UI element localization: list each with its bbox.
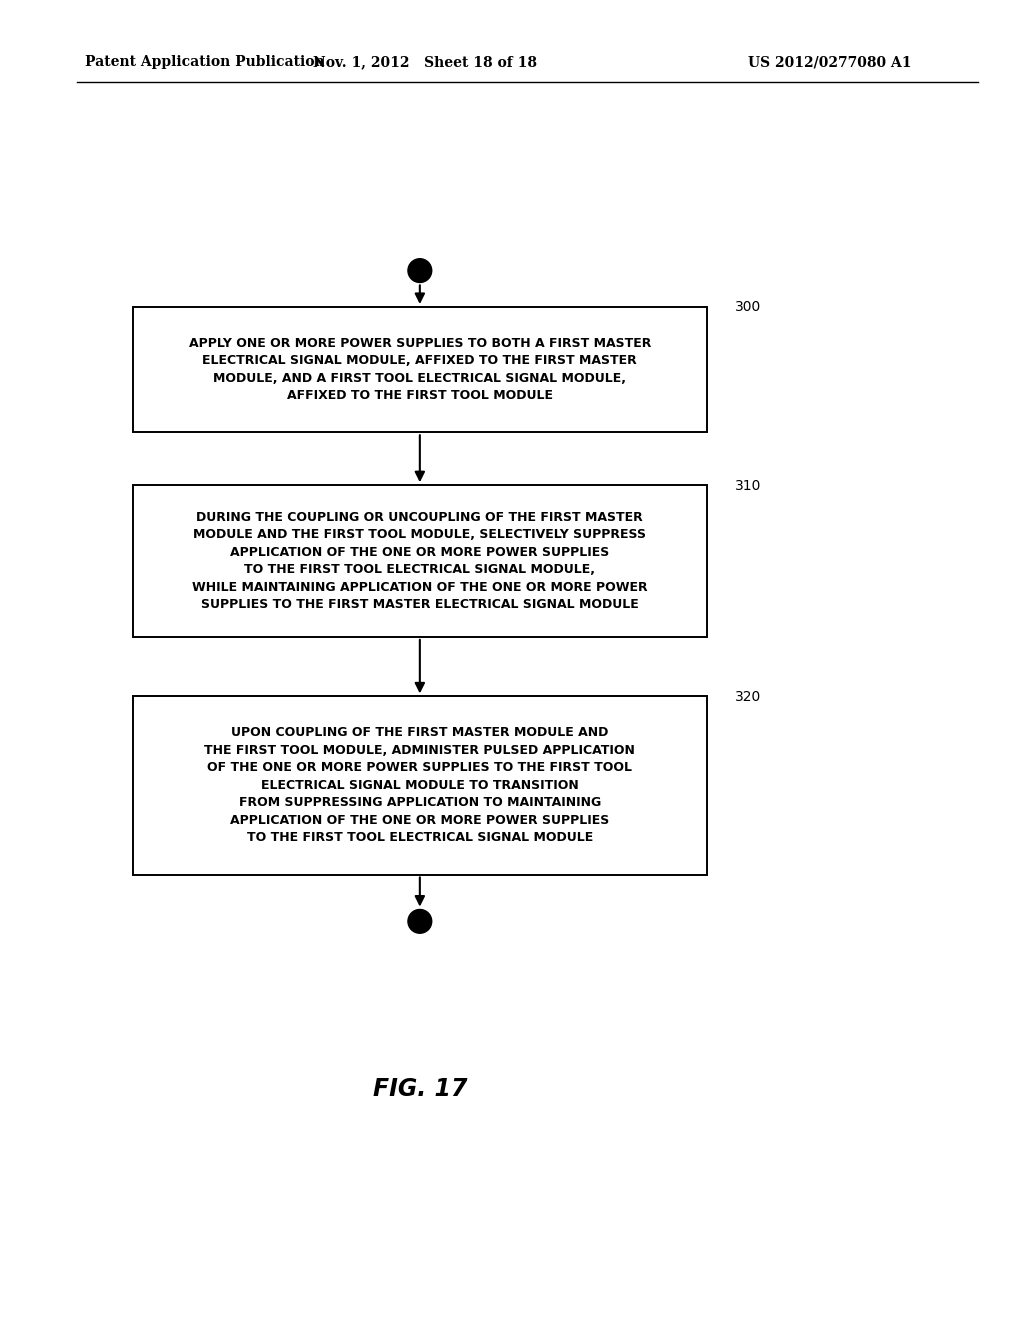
Bar: [133, 486, 707, 638]
Bar: [133, 697, 707, 874]
Ellipse shape: [408, 259, 432, 282]
Text: DURING THE COUPLING OR UNCOUPLING OF THE FIRST MASTER
MODULE AND THE FIRST TOOL : DURING THE COUPLING OR UNCOUPLING OF THE…: [193, 511, 647, 611]
Bar: [133, 308, 707, 433]
Ellipse shape: [408, 909, 432, 933]
Text: Patent Application Publication: Patent Application Publication: [85, 55, 325, 69]
Text: 300: 300: [735, 301, 762, 314]
Text: 320: 320: [735, 689, 762, 704]
Text: FIG. 17: FIG. 17: [373, 1077, 467, 1101]
Text: US 2012/0277080 A1: US 2012/0277080 A1: [748, 55, 911, 69]
Text: UPON COUPLING OF THE FIRST MASTER MODULE AND
THE FIRST TOOL MODULE, ADMINISTER P: UPON COUPLING OF THE FIRST MASTER MODULE…: [205, 726, 635, 845]
Text: APPLY ONE OR MORE POWER SUPPLIES TO BOTH A FIRST MASTER
ELECTRICAL SIGNAL MODULE: APPLY ONE OR MORE POWER SUPPLIES TO BOTH…: [188, 337, 651, 403]
Text: Nov. 1, 2012   Sheet 18 of 18: Nov. 1, 2012 Sheet 18 of 18: [313, 55, 537, 69]
Text: 310: 310: [735, 479, 762, 492]
